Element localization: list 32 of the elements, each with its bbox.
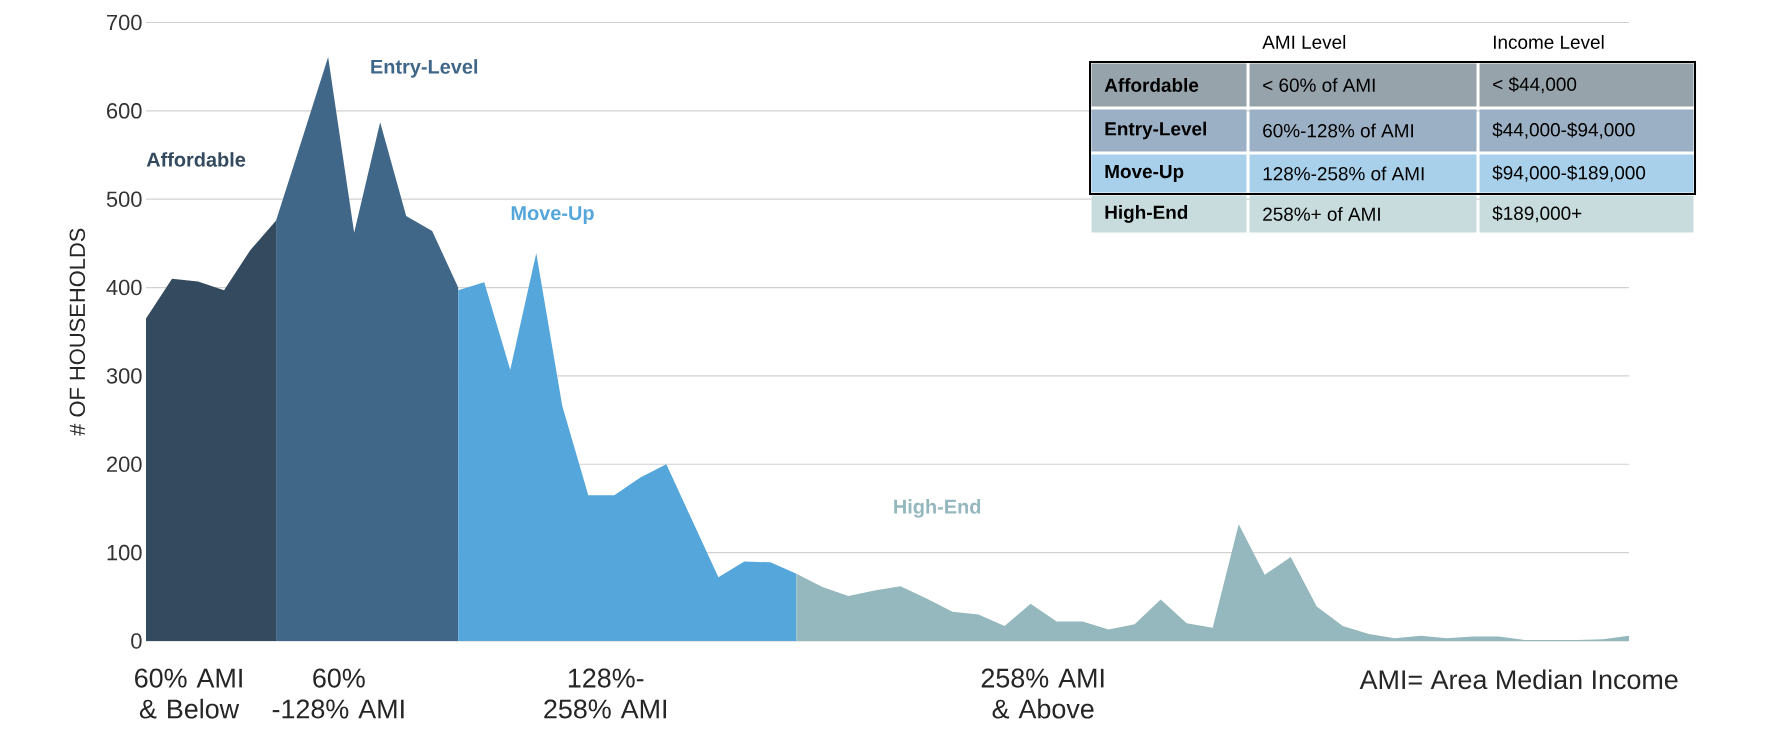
y-axis-title: # OF HOUSEHOLDS	[69, 228, 86, 436]
annotation: 60%-128% of AMI	[1263, 123, 1413, 138]
text: Affordable	[146, 152, 246, 167]
annotation: < 60% of AMI	[1263, 78, 1375, 92]
annotation: $189,000+	[1492, 205, 1582, 223]
annotation: $44,000-$94,000	[1492, 122, 1635, 139]
annotation: Move-Up	[1105, 165, 1184, 182]
y-tick-label: 600	[107, 103, 142, 119]
text: High-End	[894, 499, 981, 518]
y-tick-label: 100	[107, 544, 142, 561]
annotation: $94,000-$189,000	[1492, 165, 1646, 182]
annotation: 258%+ of AMI	[1263, 207, 1380, 221]
annotation: Entry-Level	[1105, 121, 1206, 140]
y-tick-label: 700	[107, 14, 142, 31]
text: 60% -128% AMI	[272, 668, 404, 719]
text: 128%-258% AMI	[544, 668, 667, 719]
y-tick-label: 200	[107, 456, 142, 473]
series-label: Entry-Level	[371, 59, 478, 78]
annotation: High-End	[1105, 205, 1188, 223]
text: 258% AMI & Above	[981, 668, 1104, 719]
y-tick-label: 500	[106, 191, 142, 207]
y-tick-label: 400	[106, 279, 142, 296]
annotation: AMI Level	[1262, 35, 1346, 49]
y-tick-label: 0	[131, 633, 142, 649]
text: 60% AMI & Below	[135, 668, 242, 719]
annotation: < $44,000	[1493, 76, 1577, 94]
annotation: Affordable	[1104, 78, 1199, 92]
annotation: 128%-258% of AMI	[1263, 166, 1424, 181]
text: AMI= Area Median Income	[1359, 669, 1678, 690]
series-label: Move-Up	[511, 206, 594, 225]
annotation: Income Level	[1493, 35, 1604, 49]
y-tick-label: 300	[106, 368, 142, 384]
